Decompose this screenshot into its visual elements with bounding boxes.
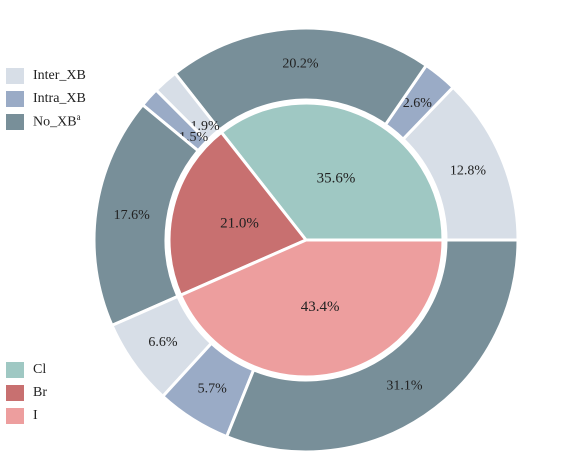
legend-item-br: Br bbox=[6, 381, 47, 404]
legend-label-i: I bbox=[33, 407, 38, 423]
inner-label-i: 43.4% bbox=[301, 299, 340, 315]
inner-legend: Cl Br I bbox=[6, 358, 47, 427]
legend-item-i: I bbox=[6, 404, 47, 427]
outer-label-i-inter-xb: 6.6% bbox=[148, 335, 178, 350]
legend-swatch-inter-xb bbox=[6, 67, 24, 84]
outer-slice-i-no-xb bbox=[224, 238, 520, 454]
inner-label-br: 21.0% bbox=[220, 215, 259, 231]
legend-label-br: Br bbox=[33, 384, 47, 400]
outer-label-br-no-xb: 17.6% bbox=[114, 208, 151, 223]
outer-label-i-intra-xb: 5.7% bbox=[198, 381, 228, 396]
legend-label-cl: Cl bbox=[33, 361, 47, 377]
legend-item-inter-xb: Inter_XB bbox=[6, 64, 86, 87]
inner-slice-i bbox=[178, 238, 445, 379]
inner-slice-cl bbox=[219, 101, 445, 242]
legend-swatch-i bbox=[6, 407, 24, 424]
outer-label-cl-no-xb: 20.2% bbox=[282, 57, 319, 72]
legend-item-cl: Cl bbox=[6, 358, 47, 381]
legend-label-intra-xb: Intra_XB bbox=[33, 90, 86, 106]
outer-label-cl-inter-xb: 12.8% bbox=[450, 164, 487, 179]
legend-swatch-br bbox=[6, 384, 24, 401]
legend-item-intra-xb: Intra_XB bbox=[6, 87, 86, 110]
legend-swatch-cl bbox=[6, 361, 24, 378]
legend-label-no-xb: No_XBa bbox=[33, 112, 81, 130]
legend-swatch-no-xb bbox=[6, 113, 24, 130]
outer-label-cl-intra-xb: 2.6% bbox=[403, 96, 433, 111]
inner-label-cl: 35.6% bbox=[317, 170, 356, 186]
legend-item-no-xb: No_XBa bbox=[6, 110, 86, 133]
legend-label-inter-xb: Inter_XB bbox=[33, 67, 86, 83]
outer-legend: Inter_XB Intra_XB No_XBa bbox=[6, 64, 86, 133]
legend-swatch-intra-xb bbox=[6, 90, 24, 107]
outer-label-i-no-xb: 31.1% bbox=[386, 378, 423, 393]
